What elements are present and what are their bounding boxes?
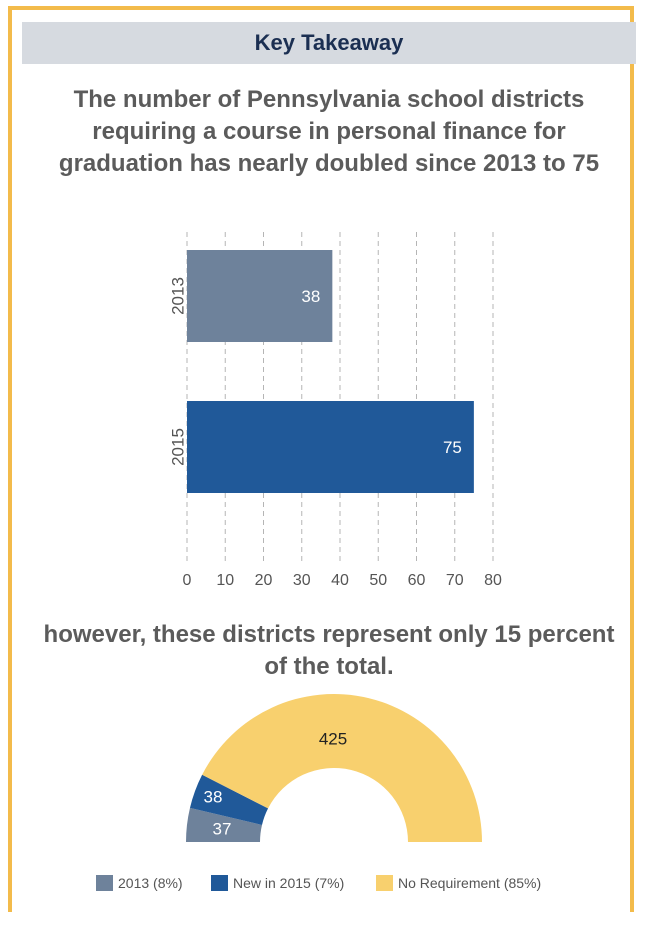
x-tick-label-20: 20 — [255, 572, 273, 589]
bar-value-label-2013: 38 — [301, 287, 320, 306]
x-tick-label-70: 70 — [446, 572, 464, 589]
x-tick-label-30: 30 — [293, 572, 311, 589]
x-tick-label-80: 80 — [484, 572, 502, 589]
x-tick-label-10: 10 — [216, 572, 234, 589]
x-tick-label-50: 50 — [369, 572, 387, 589]
x-tick-label-0: 0 — [183, 572, 192, 589]
x-tick-label-40: 40 — [331, 572, 349, 589]
y-tick-label-2013: 2013 — [168, 277, 187, 315]
bar-2015 — [187, 401, 474, 493]
bar-value-label-2015: 75 — [443, 438, 462, 457]
y-tick-label-2015: 2015 — [168, 428, 187, 466]
x-tick-label-60: 60 — [408, 572, 426, 589]
bar-chart: 0 10 20 30 40 50 60 70 80 38 2013 75 2015 — [0, 0, 652, 600]
subheadline: however, these districts represent only … — [30, 619, 628, 683]
